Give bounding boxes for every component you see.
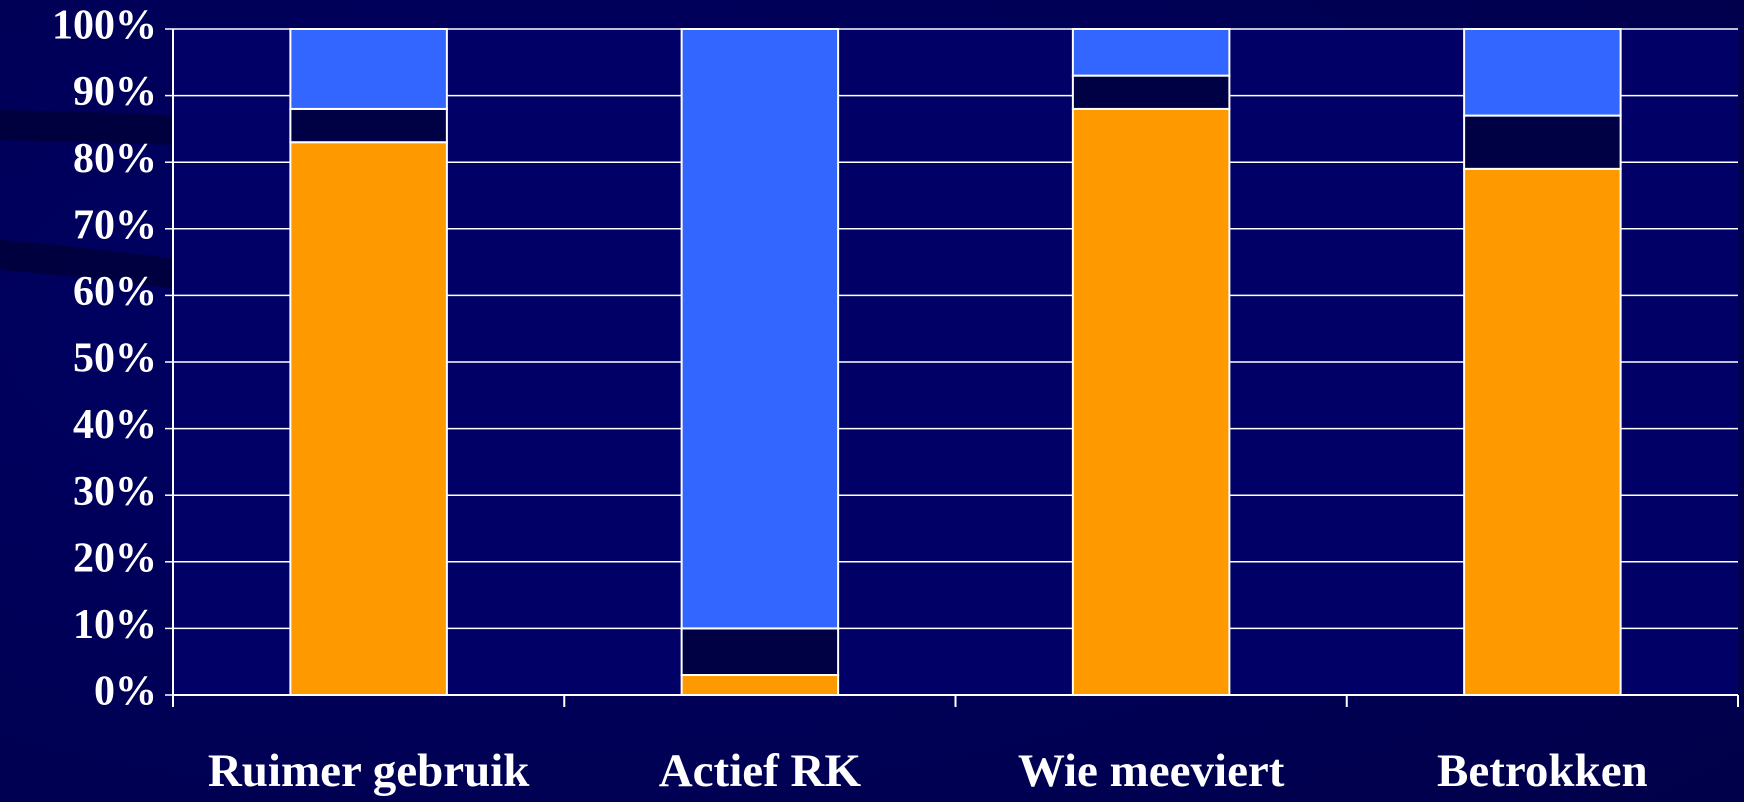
bar-segment: [289, 28, 448, 110]
y-tick-label: 60%: [73, 269, 157, 315]
bar-segment: [1071, 74, 1231, 110]
y-tick-label: 30%: [73, 469, 157, 515]
x-tick-label: Wie meeviert: [1018, 745, 1285, 797]
bar-segment: [680, 674, 840, 697]
y-tick-label: 90%: [73, 69, 157, 115]
y-tick-label: 80%: [73, 136, 157, 182]
bar-segment: [680, 28, 840, 630]
swoosh: [0, 240, 1000, 500]
x-tick-label: Betrokken: [1437, 745, 1648, 797]
y-tick-label: 0%: [94, 669, 157, 715]
y-tick-label: 100%: [52, 3, 157, 49]
bar-segment: [1071, 28, 1231, 77]
x-tick-label: Actief RK: [659, 745, 862, 797]
y-tick-label: 20%: [73, 535, 157, 581]
y-tick-label: 40%: [73, 402, 157, 448]
y-tick-label: 70%: [73, 202, 157, 248]
bar-segment: [1463, 114, 1622, 170]
bar-segment: [289, 107, 448, 144]
bar-segment: [1463, 28, 1622, 117]
bar-segment: [1071, 107, 1231, 697]
x-tick-label: Ruimer gebruik: [208, 745, 530, 797]
bar-segment: [680, 627, 840, 677]
y-tick-label: 50%: [73, 336, 157, 382]
bar-segment: [1463, 167, 1622, 697]
bar-segment: [289, 141, 448, 697]
y-tick-label: 10%: [73, 602, 157, 648]
